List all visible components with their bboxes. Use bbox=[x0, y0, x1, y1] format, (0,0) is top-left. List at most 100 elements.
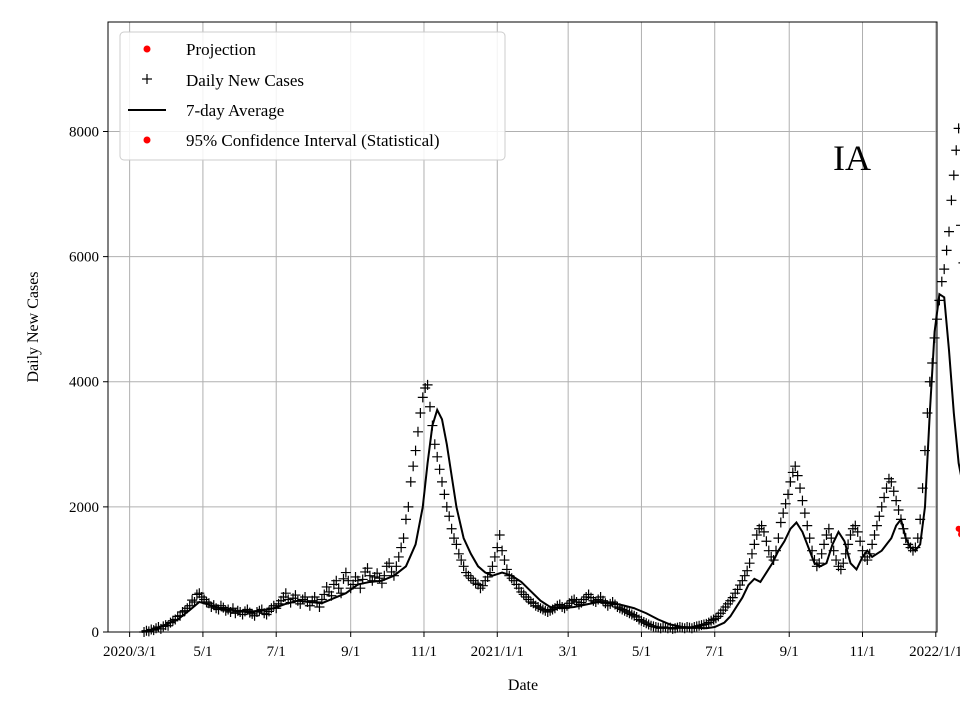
daily-case-point bbox=[254, 605, 265, 616]
daily-case-point bbox=[734, 580, 745, 591]
daily-case-point bbox=[689, 621, 700, 632]
y-tick-label: 0 bbox=[92, 625, 100, 641]
daily-case-point bbox=[400, 514, 411, 525]
daily-case-point bbox=[333, 583, 344, 594]
daily-case-point bbox=[374, 573, 385, 584]
daily-case-point bbox=[182, 603, 193, 614]
daily-case-point bbox=[408, 461, 419, 472]
plot-frame bbox=[107, 21, 938, 633]
legend-label-average: 7-day Average bbox=[186, 101, 284, 120]
x-tick-label: 5/1 bbox=[193, 644, 212, 660]
state-label: IA bbox=[833, 138, 871, 178]
daily-case-point bbox=[795, 483, 806, 494]
daily-case-point bbox=[300, 591, 311, 602]
legend-marker-projection bbox=[143, 45, 151, 53]
daily-case-point bbox=[542, 606, 553, 617]
daily-case-point bbox=[141, 625, 152, 636]
daily-case-point bbox=[412, 426, 423, 437]
daily-case-point bbox=[571, 596, 582, 607]
daily-case-point bbox=[783, 489, 794, 500]
legend-label-projection: Projection bbox=[186, 40, 256, 59]
daily-case-point bbox=[482, 571, 493, 582]
daily-case-point bbox=[626, 609, 637, 620]
daily-case-point bbox=[557, 601, 568, 612]
daily-case-point bbox=[545, 605, 556, 616]
daily-case-point bbox=[593, 594, 604, 605]
daily-case-point bbox=[622, 606, 633, 617]
daily-case-point bbox=[684, 622, 695, 633]
daily-case-point bbox=[946, 195, 957, 206]
daily-case-point bbox=[172, 611, 183, 622]
daily-case-point bbox=[710, 613, 721, 624]
x-tick-label: 5/1 bbox=[632, 644, 651, 660]
daily-case-point bbox=[388, 570, 399, 581]
daily-case-point bbox=[855, 536, 866, 547]
daily-case-point bbox=[643, 619, 654, 630]
daily-case-point bbox=[206, 601, 217, 612]
legend-label-confidence: 95% Confidence Interval (Statistical) bbox=[186, 131, 440, 150]
y-tick-label: 4000 bbox=[69, 375, 99, 391]
daily-case-point bbox=[751, 530, 762, 541]
daily-case-point bbox=[179, 605, 190, 616]
daily-case-point bbox=[573, 599, 584, 610]
daily-case-point bbox=[215, 600, 226, 611]
daily-case-point bbox=[326, 590, 337, 601]
daily-case-point bbox=[597, 595, 608, 606]
daily-case-point bbox=[698, 619, 709, 630]
daily-case-point bbox=[424, 401, 435, 412]
daily-case-point bbox=[578, 594, 589, 605]
daily-case-point bbox=[569, 594, 580, 605]
daily-case-point bbox=[379, 570, 390, 581]
daily-case-point bbox=[886, 476, 897, 487]
daily-case-point bbox=[891, 495, 902, 506]
daily-case-point bbox=[201, 596, 212, 607]
daily-case-point bbox=[581, 591, 592, 602]
y-tick-label: 8000 bbox=[69, 124, 99, 140]
daily-case-point bbox=[559, 603, 570, 614]
daily-case-point bbox=[167, 615, 178, 626]
daily-case-point bbox=[437, 476, 448, 487]
daily-case-point bbox=[501, 564, 512, 575]
daily-case-point bbox=[338, 573, 349, 584]
daily-case-point bbox=[153, 621, 164, 632]
seven-day-average-line bbox=[141, 292, 960, 633]
daily-case-point bbox=[434, 464, 445, 475]
daily-case-point bbox=[835, 564, 846, 575]
daily-case-point bbox=[936, 276, 947, 287]
daily-case-point bbox=[453, 548, 464, 559]
daily-case-point bbox=[696, 620, 707, 631]
daily-case-point bbox=[804, 533, 815, 544]
daily-case-point bbox=[146, 624, 157, 635]
daily-case-point bbox=[826, 533, 837, 544]
daily-case-point bbox=[189, 596, 200, 607]
x-tick-label: 9/1 bbox=[341, 644, 360, 660]
daily-case-point bbox=[143, 626, 154, 637]
daily-case-point bbox=[948, 170, 959, 181]
daily-case-point bbox=[737, 575, 748, 586]
daily-case-point bbox=[533, 601, 544, 612]
daily-case-point bbox=[376, 578, 387, 589]
daily-case-point bbox=[927, 357, 938, 368]
daily-case-point bbox=[658, 621, 669, 632]
daily-case-point bbox=[516, 586, 527, 597]
daily-case-point bbox=[939, 264, 950, 275]
daily-case-point bbox=[895, 514, 906, 525]
daily-case-point bbox=[843, 539, 854, 550]
daily-case-point bbox=[499, 555, 510, 566]
legend-marker-daily-cases bbox=[142, 74, 152, 84]
daily-case-point bbox=[485, 567, 496, 578]
daily-case-point bbox=[449, 533, 460, 544]
daily-case-point bbox=[187, 595, 198, 606]
daily-case-point bbox=[819, 539, 830, 550]
daily-case-point bbox=[230, 608, 241, 619]
legend-box bbox=[119, 31, 506, 161]
daily-case-point bbox=[802, 520, 813, 531]
daily-case-point bbox=[309, 591, 320, 602]
daily-case-point bbox=[900, 533, 911, 544]
daily-case-point bbox=[862, 555, 873, 566]
daily-case-point bbox=[458, 561, 469, 572]
daily-case-point bbox=[746, 548, 757, 559]
daily-case-point bbox=[160, 620, 171, 631]
daily-case-point bbox=[638, 616, 649, 627]
daily-case-point bbox=[706, 615, 717, 626]
